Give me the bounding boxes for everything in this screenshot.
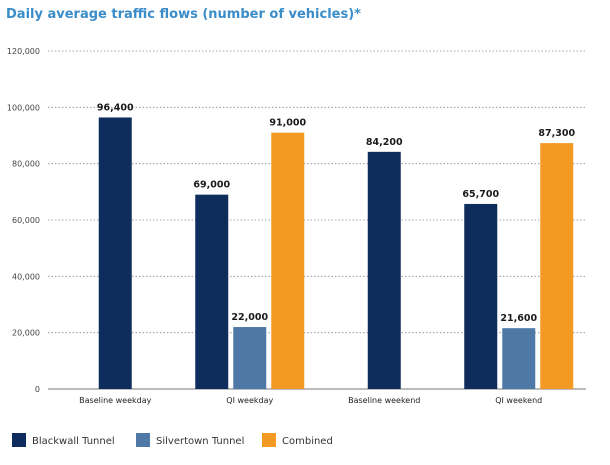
- x-axis-categories: Baseline weekday QI weekday Baseline weeke…: [79, 396, 542, 405]
- legend-swatch: [12, 433, 26, 447]
- chart-title: Daily average traffic flows (number of v…: [6, 7, 361, 22]
- y-tick-label: 80,000: [12, 160, 40, 169]
- bar: [464, 203, 498, 389]
- bar: [367, 151, 401, 389]
- legend-swatch: [136, 433, 150, 447]
- data-label: 87,300: [538, 128, 575, 139]
- data-label: 69,000: [193, 180, 230, 191]
- y-tick-label: 40,000: [12, 272, 40, 281]
- bar: [233, 327, 267, 389]
- bar: [271, 132, 305, 389]
- category-label: QI weekend: [495, 396, 542, 405]
- legend-label: Blackwall Tunnel: [32, 436, 115, 447]
- legend-item: Combined: [262, 433, 333, 447]
- y-tick-label: 0: [35, 385, 40, 394]
- data-label: 96,400: [97, 102, 134, 113]
- bar: [195, 194, 229, 389]
- y-tick-label: 60,000: [12, 216, 40, 225]
- bar: [502, 328, 536, 389]
- bar: [540, 143, 574, 389]
- legend: Blackwall Tunnel Silvertown Tunnel Combine…: [12, 433, 333, 447]
- y-tick-label: 120,000: [7, 47, 40, 56]
- legend-label: Silvertown Tunnel: [156, 436, 244, 447]
- bars: [98, 117, 574, 390]
- data-labels: 96,400 69,000 22,000 91,000 84,200 65,700 21,6…: [97, 102, 576, 324]
- data-label: 21,600: [500, 313, 537, 324]
- category-label: Baseline weekday: [79, 396, 151, 405]
- data-label: 65,700: [462, 189, 499, 200]
- legend-item: Blackwall Tunnel: [12, 433, 115, 447]
- data-label: 91,000: [269, 118, 306, 129]
- legend-label: Combined: [282, 436, 333, 447]
- y-tick-label: 100,000: [7, 103, 40, 112]
- category-label: QI weekday: [226, 396, 273, 405]
- legend-item: Silvertown Tunnel: [136, 433, 244, 447]
- bar: [98, 117, 132, 390]
- legend-swatch: [262, 433, 276, 447]
- data-label: 22,000: [231, 312, 268, 323]
- category-label: Baseline weekend: [348, 396, 420, 405]
- y-tick-label: 20,000: [12, 329, 40, 338]
- data-label: 84,200: [366, 137, 403, 148]
